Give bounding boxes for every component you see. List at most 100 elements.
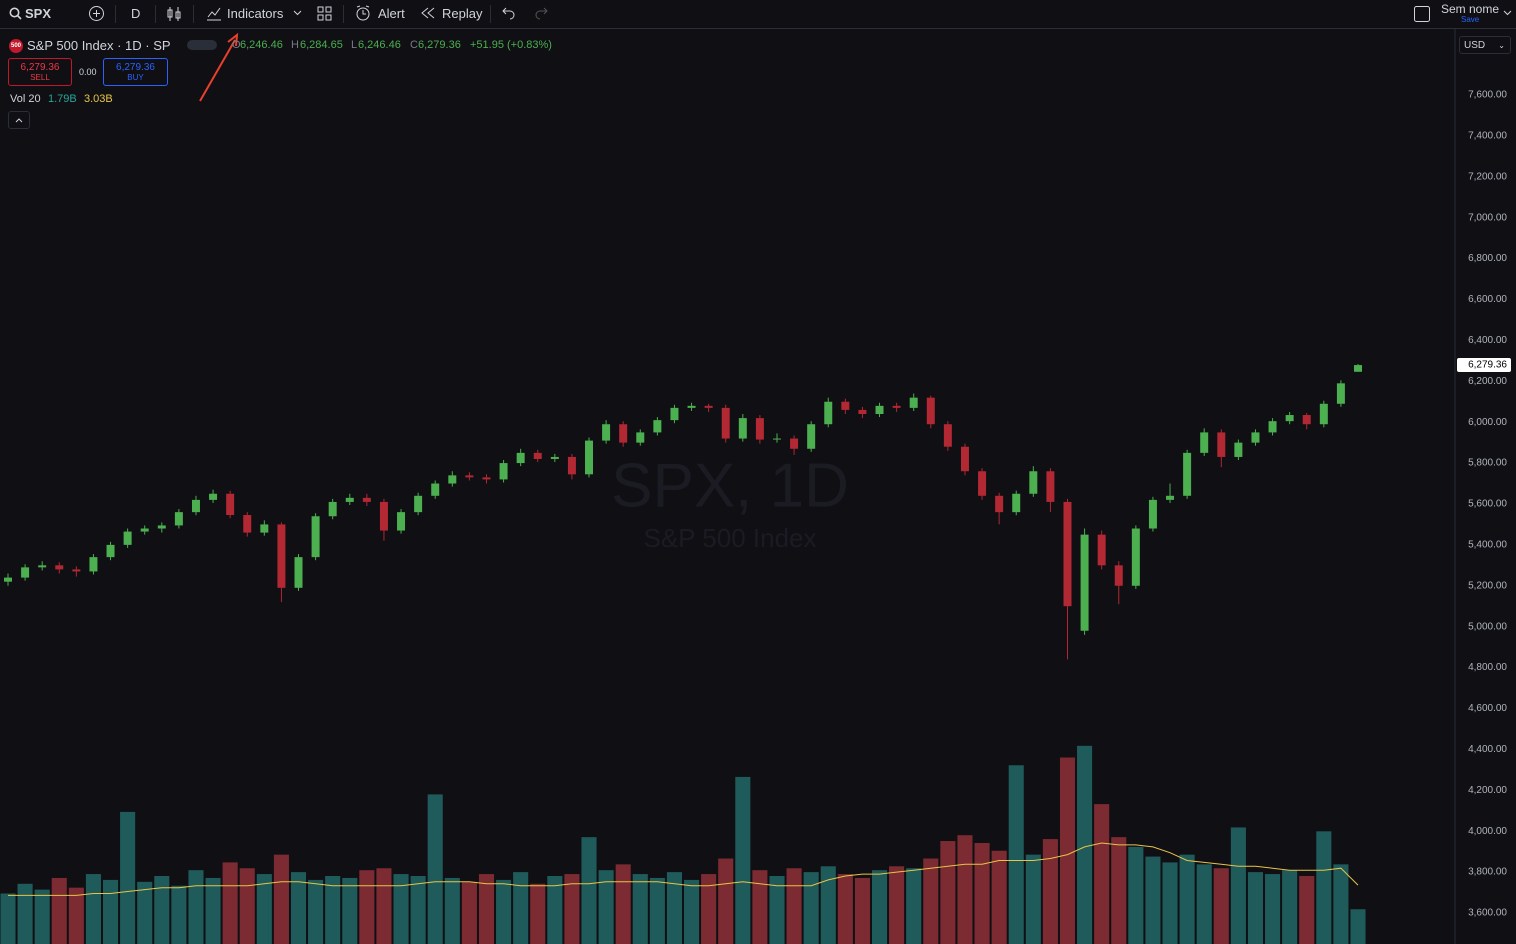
volume-bar (752, 870, 768, 944)
volume-bar (718, 858, 734, 944)
undo[interactable] (501, 6, 517, 20)
volume-bar (1350, 909, 1366, 944)
candle-body (1114, 565, 1123, 586)
volume-value: 1.79B (48, 93, 77, 105)
candle-body (1302, 415, 1311, 425)
volume-bar (769, 876, 785, 944)
candle-body (226, 493, 235, 516)
y-tick-label: 4,200.00 (1468, 785, 1507, 796)
candle-body (960, 446, 969, 472)
candle-body (311, 516, 320, 558)
currency-select[interactable]: USD ⌄ (1459, 36, 1511, 54)
layout-name[interactable]: Sem nome (1441, 2, 1500, 16)
candle-body (345, 497, 354, 502)
watermark: SPX, 1D (611, 451, 849, 520)
candle-body (1319, 403, 1328, 425)
volume-bar (376, 868, 392, 944)
collapse-legend[interactable] (8, 111, 30, 129)
save-label[interactable]: Save (1461, 15, 1480, 24)
candle-body (1268, 421, 1277, 433)
volume-bar (701, 874, 717, 944)
y-tick-label: 5,400.00 (1468, 540, 1507, 551)
candle-body (55, 565, 64, 570)
alert-button[interactable]: Alert (378, 6, 405, 21)
candle-body (653, 420, 662, 433)
open-label: O (232, 39, 241, 51)
replay-button[interactable]: Replay (442, 6, 483, 21)
volume-bar (444, 877, 460, 944)
search-icon (9, 7, 22, 20)
y-tick-label: 7,200.00 (1468, 171, 1507, 182)
redo[interactable] (533, 6, 549, 20)
volume-bar (393, 874, 409, 944)
change-value: +51.95 (+0.83%) (470, 39, 552, 51)
volume-bar (496, 879, 512, 944)
candle-body (191, 499, 200, 513)
indicators-icon (207, 7, 221, 21)
candle-body (243, 515, 252, 533)
chart-type[interactable] (166, 5, 182, 23)
candle-body (414, 495, 423, 513)
volume-bar (205, 877, 221, 944)
candle-body (1251, 432, 1260, 443)
low-value: 6,246.46 (358, 39, 401, 51)
dropdown[interactable] (293, 10, 302, 16)
buy-label: BUY (127, 73, 144, 82)
add-symbol[interactable] (88, 5, 105, 22)
buy-button[interactable]: 6,279.36 BUY (103, 58, 168, 86)
candle-body (448, 475, 457, 484)
interval[interactable]: D (131, 6, 141, 21)
candle-body (909, 397, 918, 408)
volume-bar (410, 876, 426, 944)
volume-bar (0, 893, 16, 944)
volume-bar (256, 874, 272, 944)
status-pill (187, 40, 217, 50)
volume-bar (1316, 831, 1332, 944)
volume-bar (854, 877, 870, 944)
y-tick-label: 6,600.00 (1468, 294, 1507, 305)
currency: USD (1464, 40, 1486, 51)
candle-body (858, 409, 867, 415)
symbol[interactable]: SPX (25, 6, 52, 21)
volume-bar (1265, 874, 1281, 944)
y-tick-label: 7,600.00 (1468, 90, 1507, 101)
y-tick-label: 4,000.00 (1468, 826, 1507, 837)
candle-body (636, 432, 645, 443)
candle-body (379, 501, 388, 531)
volume-bar (923, 858, 939, 944)
candle-body (1063, 501, 1072, 607)
volume-bar (940, 841, 956, 944)
y-tick-label: 3,600.00 (1468, 908, 1507, 919)
volume-bar (427, 794, 443, 944)
candle-body (4, 577, 12, 582)
close-label: C (410, 39, 418, 51)
volume-bar (820, 866, 836, 944)
candle-body (123, 531, 132, 545)
candle-body (1097, 534, 1106, 566)
y-tick-label: 5,600.00 (1468, 499, 1507, 510)
volume-bar (154, 876, 170, 944)
layout-checkbox[interactable] (1413, 5, 1431, 23)
y-tick-label: 5,200.00 (1468, 580, 1507, 591)
templates[interactable] (316, 5, 333, 22)
candle-body (1148, 499, 1157, 529)
symbol-title[interactable]: S&P 500 Index · 1D · SP (27, 38, 171, 53)
y-tick-label: 7,000.00 (1468, 212, 1507, 223)
volume-bar (1145, 856, 1161, 944)
volume-bar (239, 868, 255, 944)
candle-body (106, 544, 115, 558)
volume-bar (102, 879, 119, 944)
candle-body (1080, 534, 1089, 631)
candle-body (721, 407, 730, 439)
volume-pane (0, 745, 1366, 944)
sell-button[interactable]: 6,279.36 SELL (8, 58, 72, 86)
candle-body (1354, 365, 1362, 372)
volume-ma-value: 3.03B (84, 93, 113, 105)
layout-dropdown[interactable] (1503, 10, 1512, 16)
volume-bar (17, 883, 33, 944)
indicators-button[interactable]: Indicators (227, 6, 284, 21)
volume-bar (1077, 745, 1093, 944)
candle-body (567, 456, 576, 475)
volume-bar (1196, 864, 1212, 944)
